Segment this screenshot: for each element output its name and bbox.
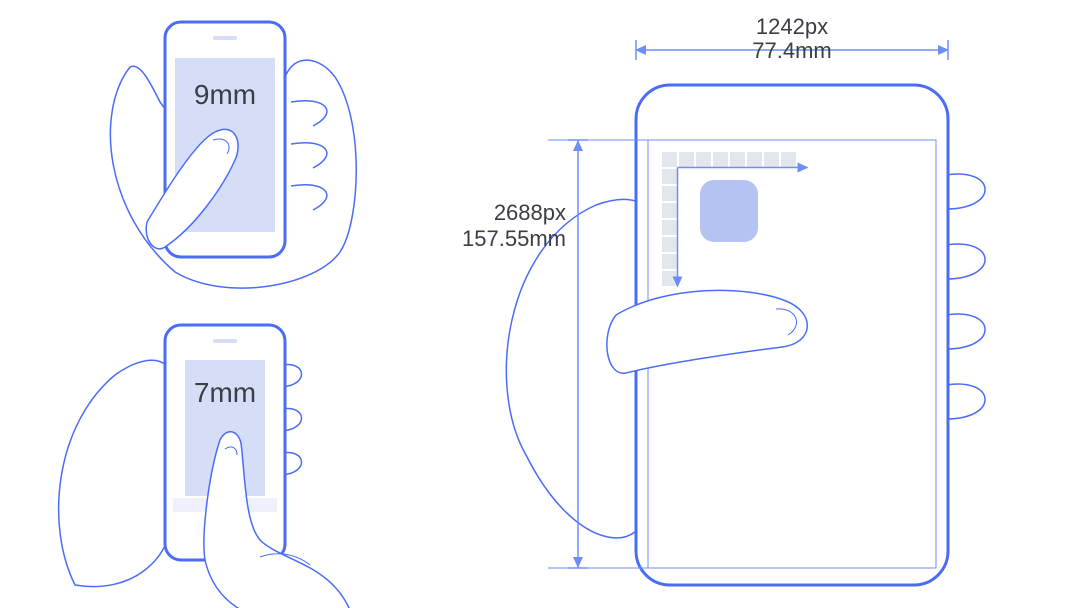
grid-cell bbox=[662, 169, 677, 184]
app-icon-placeholder bbox=[700, 180, 758, 242]
grid-cell bbox=[747, 152, 762, 167]
width-label-px: 1242px bbox=[756, 14, 828, 39]
grid-cell bbox=[679, 152, 694, 167]
grid-cell bbox=[662, 220, 677, 235]
grid-cell bbox=[662, 152, 677, 167]
grid-cell bbox=[662, 186, 677, 201]
grid-cell bbox=[662, 237, 677, 252]
grid-cell bbox=[730, 152, 745, 167]
grid-cell bbox=[662, 203, 677, 218]
left-top-phone-hand: 9mm bbox=[110, 22, 356, 288]
grid-cell bbox=[713, 152, 728, 167]
height-label-mm: 157.55mm bbox=[462, 226, 566, 251]
touch-size-label-7mm: 7mm bbox=[194, 377, 256, 408]
grid-cell bbox=[662, 254, 677, 269]
grid-cell bbox=[696, 152, 711, 167]
grid-cell bbox=[781, 152, 796, 167]
left-bottom-phone-hand: 7mm bbox=[59, 325, 355, 608]
touch-size-label-9mm: 9mm bbox=[194, 79, 256, 110]
grid-cell bbox=[764, 152, 779, 167]
height-label-px: 2688px bbox=[494, 200, 566, 225]
width-label-mm: 77.4mm bbox=[752, 38, 831, 63]
